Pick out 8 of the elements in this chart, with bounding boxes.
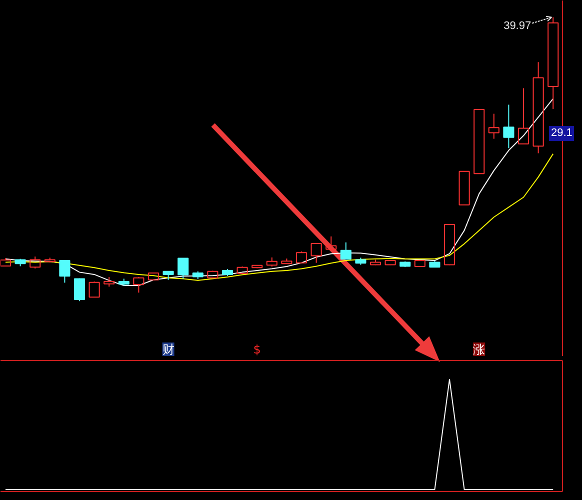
- text: $: [253, 342, 261, 356]
- annotation: 39.97: [504, 20, 532, 32]
- text: 财: [162, 342, 174, 356]
- candlestick: [532, 62, 544, 154]
- candlestick: [488, 113, 500, 140]
- text: 涨: [473, 342, 486, 356]
- candlestick: [503, 104, 514, 149]
- annotation: 29.1: [549, 126, 574, 141]
